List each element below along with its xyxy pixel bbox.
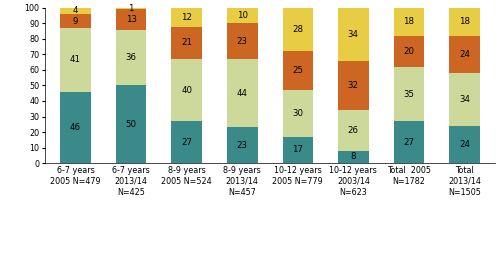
Bar [449,126,480,163]
Text: 41: 41 [70,55,81,64]
Text: 4: 4 [73,7,78,16]
Text: 26: 26 [348,126,359,135]
Bar [394,121,424,163]
Bar [172,27,202,59]
Text: 34: 34 [459,95,470,104]
Bar [449,36,480,73]
Text: 46: 46 [70,123,81,132]
Bar [282,137,313,163]
Bar [282,90,313,137]
Bar [338,151,368,163]
Bar [172,8,202,27]
Text: 20: 20 [404,47,414,56]
Bar [394,67,424,121]
Text: 17: 17 [292,145,304,154]
Bar [282,8,313,51]
Text: 30: 30 [292,109,304,118]
Text: 21: 21 [181,38,192,47]
Text: 10: 10 [236,11,248,20]
Text: 27: 27 [181,138,192,146]
Text: 24: 24 [459,140,470,149]
Text: 13: 13 [126,15,136,24]
Bar [338,110,368,151]
Text: 24: 24 [459,50,470,59]
Bar [449,73,480,126]
Bar [60,28,91,92]
Text: 36: 36 [126,53,136,62]
Bar [116,30,146,85]
Text: 23: 23 [236,37,248,46]
Bar [338,8,368,61]
Bar [282,51,313,90]
Bar [394,8,424,36]
Bar [116,85,146,163]
Bar [227,23,258,59]
Text: 1: 1 [128,4,134,13]
Bar [172,59,202,121]
Text: 28: 28 [292,25,304,34]
Bar [338,61,368,110]
Text: 27: 27 [404,138,414,146]
Bar [449,8,480,36]
Text: 12: 12 [181,13,192,22]
Text: 44: 44 [236,89,248,98]
Text: 32: 32 [348,81,359,90]
Bar [116,8,146,9]
Bar [60,92,91,163]
Bar [116,9,146,30]
Bar [227,8,258,23]
Text: 34: 34 [348,30,359,39]
Text: 40: 40 [181,86,192,95]
Text: 18: 18 [459,17,470,26]
Text: 25: 25 [292,66,304,75]
Text: 23: 23 [236,141,248,150]
Text: 50: 50 [126,120,136,129]
Text: 8: 8 [350,152,356,161]
Bar [60,14,91,28]
Bar [394,36,424,67]
Text: 18: 18 [404,17,414,26]
Bar [227,127,258,163]
Bar [227,59,258,127]
Text: 9: 9 [73,17,78,26]
Bar [172,121,202,163]
Text: 35: 35 [404,89,414,99]
Bar [60,8,91,14]
